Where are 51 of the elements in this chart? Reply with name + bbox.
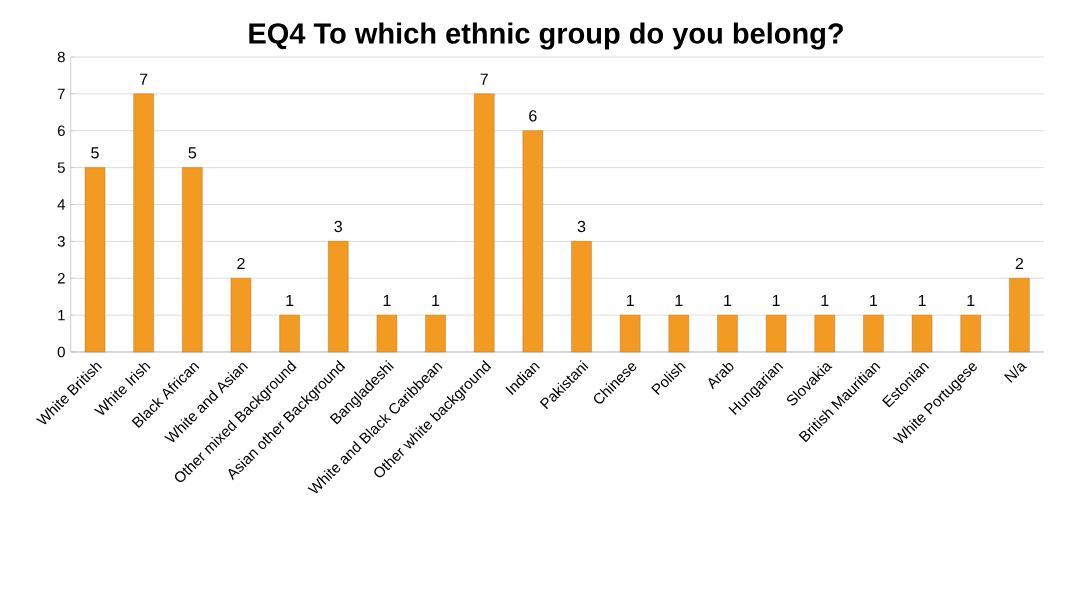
data-label: 1 [772, 294, 780, 306]
bar [522, 130, 544, 353]
chart-title: EQ4 To which ethnic group do you belong? [249, 22, 843, 50]
bar [425, 314, 446, 353]
data-label: 1 [870, 294, 878, 306]
y-tick-label: 0 [57, 346, 65, 358]
bar [571, 241, 592, 353]
data-label: 1 [967, 294, 975, 306]
data-label: 1 [918, 294, 926, 306]
data-label: 5 [188, 147, 197, 159]
bar [376, 314, 398, 353]
data-label: 1 [383, 294, 391, 306]
bar [911, 314, 933, 353]
bar [814, 314, 835, 353]
data-label: 2 [1015, 257, 1024, 270]
bar [474, 93, 495, 353]
data-label: 1 [626, 294, 634, 306]
bar [717, 314, 738, 353]
y-tick-label: 1 [58, 309, 65, 321]
bar [133, 93, 154, 353]
data-label: 7 [140, 73, 148, 85]
data-label: 5 [91, 147, 99, 159]
y-tick-label: 3 [57, 236, 65, 247]
y-tick-label: 8 [57, 51, 65, 63]
y-tick-label: 6 [57, 125, 65, 137]
bar [960, 314, 981, 353]
y-tick-label: 4 [57, 199, 66, 210]
data-label: 3 [334, 220, 343, 233]
data-label: 3 [577, 220, 586, 233]
data-label: 1 [286, 294, 294, 306]
data-label: 6 [529, 110, 537, 122]
bar [230, 278, 252, 353]
bar [863, 314, 884, 353]
data-label: 1 [724, 294, 732, 306]
y-tick-label: 5 [57, 162, 65, 173]
y-tick-label: 7 [57, 88, 65, 100]
data-label: 1 [821, 294, 829, 306]
bar [1009, 278, 1030, 353]
bar [765, 314, 787, 353]
bar [328, 241, 349, 353]
data-label: 7 [480, 73, 488, 85]
bar [279, 314, 300, 353]
data-label: 1 [675, 294, 683, 306]
bar [668, 314, 690, 353]
y-tick-label: 2 [57, 273, 65, 284]
bar [619, 314, 641, 353]
data-label: 1 [432, 294, 440, 306]
data-label: 2 [237, 257, 245, 270]
bar [84, 167, 106, 353]
x-tick-label: N/a [1004, 363, 1028, 383]
bar [182, 167, 203, 353]
